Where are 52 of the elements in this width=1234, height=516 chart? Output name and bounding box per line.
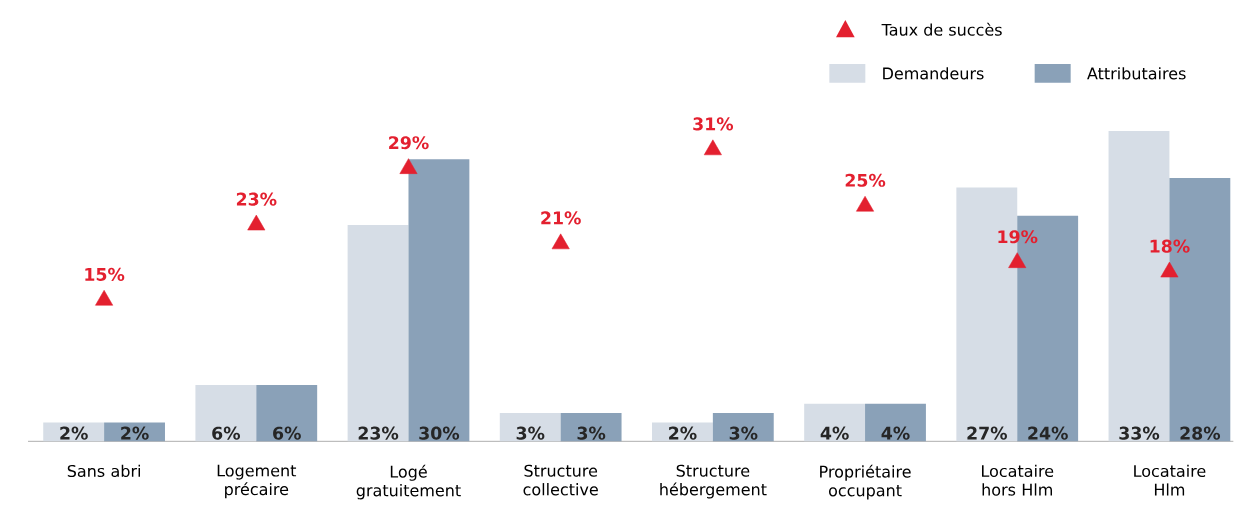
data-label: 2%: [60, 426, 88, 440]
point: [703, 139, 722, 156]
data-label: 4%: [881, 426, 910, 440]
data-label: 27%: [967, 426, 1007, 440]
bar: [865, 403, 926, 442]
x-tick-label: Structure hébergement: [660, 464, 767, 499]
bar: [195, 384, 257, 442]
data-label: 24%: [1028, 426, 1068, 440]
x-tick-label: Logé gratuitement: [356, 464, 461, 500]
bar: [560, 413, 622, 442]
data-label: 23%: [236, 192, 277, 206]
data-label: 31%: [693, 117, 734, 131]
point: [1008, 252, 1027, 268]
bar: [408, 159, 470, 442]
bar: [804, 403, 866, 442]
data-label: 28%: [1180, 426, 1221, 440]
data-label: 33%: [1119, 426, 1160, 440]
data-label: 19%: [998, 230, 1038, 244]
x-tick-label: Sans abri: [67, 464, 140, 478]
data-label: 25%: [845, 173, 886, 187]
data-label: 6%: [212, 426, 241, 440]
data-label: 3%: [729, 426, 758, 440]
data-label: 21%: [541, 211, 581, 225]
point: [856, 195, 874, 212]
x-tick-label: Locataire hors Hlm: [982, 464, 1054, 496]
legend-label: Demandeurs: [883, 67, 984, 80]
point: [247, 214, 266, 231]
data-label: 2%: [121, 426, 149, 440]
x-tick-label: Structure collective: [523, 464, 598, 496]
point: [95, 290, 114, 306]
point: [551, 233, 570, 250]
bar: [347, 225, 409, 442]
point: [399, 158, 418, 174]
bar: [256, 384, 318, 442]
bar: [499, 413, 561, 442]
data-label: 29%: [389, 136, 429, 150]
x-tick-label: Propriétaire occupant: [820, 464, 911, 500]
bar: [712, 413, 774, 442]
data-label: 4%: [820, 426, 849, 440]
point: [1160, 261, 1179, 278]
data-label: 3%: [516, 426, 545, 440]
data-label: 2%: [669, 426, 697, 440]
data-label: 15%: [85, 267, 125, 281]
legend-label: Taux de succès: [881, 22, 1002, 36]
legend-label: Attributaires: [1087, 67, 1186, 80]
data-label: 30%: [419, 426, 460, 440]
x-tick-label: Logement précaire: [217, 464, 297, 499]
data-label: 18%: [1150, 239, 1190, 253]
data-label: 6%: [273, 426, 301, 440]
x-tick-label: Locataire Hlm: [1134, 464, 1206, 496]
data-label: 3%: [577, 426, 606, 440]
data-label: 23%: [358, 426, 399, 440]
